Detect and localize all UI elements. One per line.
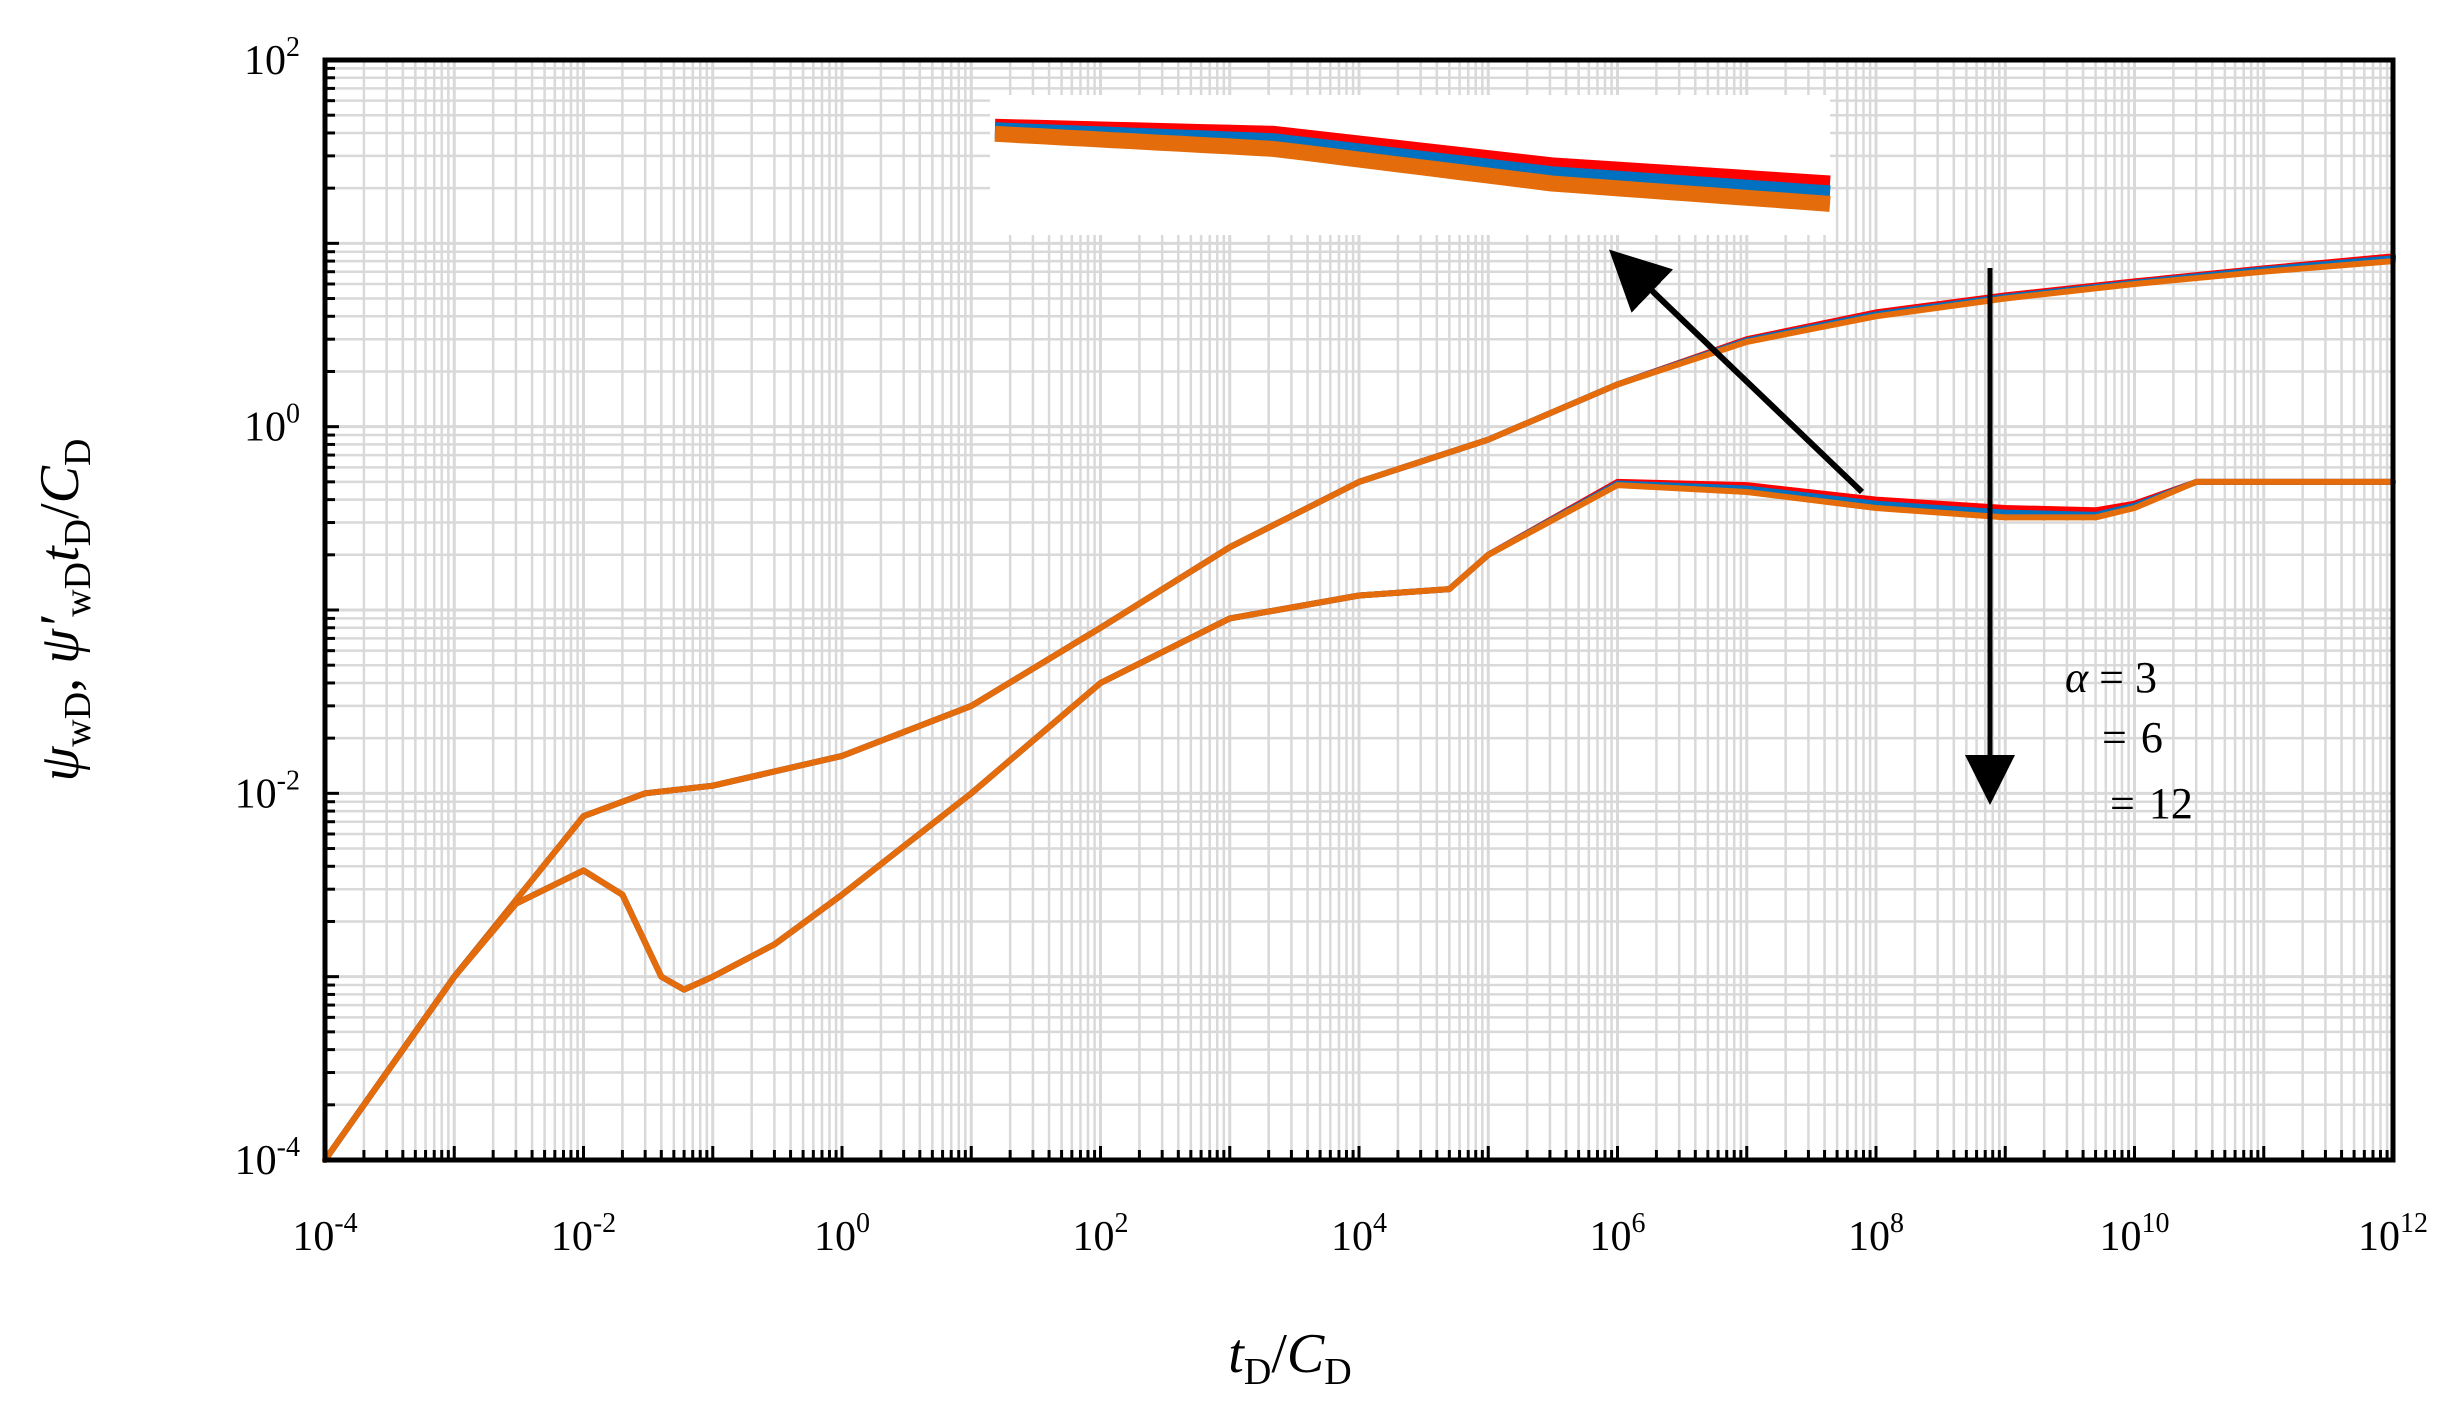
- x-tick-label: 102: [1073, 1208, 1129, 1260]
- legend: α = 3 = 6 = 12: [2065, 653, 2193, 828]
- legend-value-2: 6: [2141, 713, 2163, 762]
- legend-eq-1: =: [2088, 653, 2135, 702]
- legend-entry-3: = 12: [2110, 779, 2193, 828]
- series-lines: [322, 253, 2396, 1163]
- legend-value-1: 3: [2135, 653, 2157, 702]
- x-tick-label: 106: [1590, 1208, 1646, 1260]
- x-tick-label: 108: [1848, 1208, 1904, 1260]
- legend-entry-2: = 6: [2102, 713, 2163, 762]
- legend-entry-1: α = 3: [2065, 653, 2157, 702]
- legend-prefix-2: =: [2102, 713, 2127, 762]
- legend-value-3: 12: [2149, 779, 2193, 828]
- x-tick-label: 104: [1331, 1208, 1387, 1260]
- inset-series-line-3: [994, 125, 1831, 212]
- x-tick-label: 10-2: [551, 1208, 616, 1260]
- x-tick-label: 10-4: [292, 1208, 357, 1260]
- y-tick-label: 10-4: [235, 1132, 300, 1184]
- y-axis-title: ψwD, ψ′wDtD/CD: [29, 439, 99, 782]
- plot-frame: [322, 57, 2396, 1163]
- y-tick-label: 102: [244, 32, 300, 84]
- series-line-3: [322, 258, 2396, 1163]
- y-tick-label: 10-2: [235, 765, 300, 817]
- y-axis-title-group: ψwD, ψ′wDtD/CD: [29, 439, 99, 782]
- series-line-6: [322, 478, 2396, 1163]
- y-tick-label: 100: [244, 399, 300, 451]
- tick-labels: 10-4 10-2 100 102 104 106 108 1010 1012 10-4 10-2 1…: [235, 32, 2428, 1260]
- legend-prefix-1: α: [2065, 653, 2089, 702]
- x-tick-label: 100: [814, 1208, 870, 1260]
- zoom-inset: [994, 118, 1831, 212]
- x-tick-label: 1010: [2100, 1208, 2170, 1260]
- legend-prefix-3: =: [2110, 779, 2135, 828]
- zoom-arrow: [1609, 249, 1865, 495]
- x-axis-title: tD/CD: [1228, 1323, 1351, 1393]
- x-tick-label: 1012: [2358, 1208, 2428, 1260]
